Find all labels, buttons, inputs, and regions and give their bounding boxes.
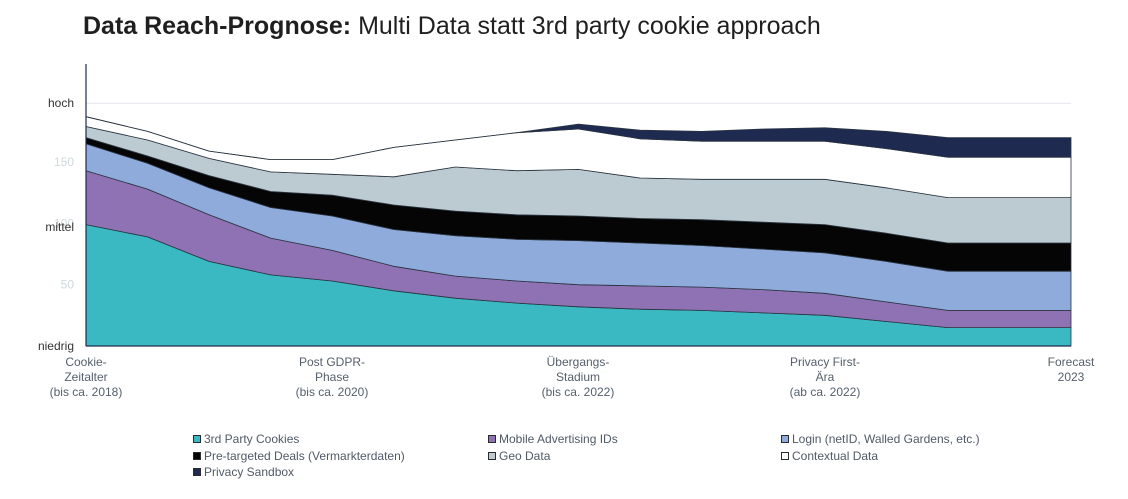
legend-label: 3rd Party Cookies	[204, 432, 300, 446]
x-tick-label: Post GDPR-Phase (bis ca. 2020)	[296, 355, 369, 399]
chart-title-bold: Data Reach-Prognose:	[83, 12, 352, 40]
x-tick-label: Übergangs-Stadium (bis ca. 2022)	[542, 355, 615, 399]
legend-item: Login (netID, Walled Gardens, etc.)	[781, 432, 980, 446]
y-tick-label: 150	[54, 155, 74, 169]
legend-label: Contextual Data	[792, 448, 879, 463]
y-axis-label: mittel	[45, 220, 74, 234]
stacked-area-chart: 50 100 150 niedrig mittel hoch Cookie-Zeitalte…	[38, 64, 1095, 399]
y-axis-label: hoch	[48, 96, 74, 110]
legend-swatch	[193, 451, 201, 460]
legend-item: Pre-targeted Deals (Vermarkterdaten)	[193, 449, 405, 463]
y-axis-label: niedrig	[38, 339, 74, 353]
legend-label: Mobile Advertising IDs	[499, 432, 618, 446]
legend-swatch	[193, 435, 201, 443]
legend-label: Pre-targeted Deals (Vermarkterdaten)	[204, 448, 405, 463]
y-tick-label: 50	[61, 278, 75, 292]
y-tick-label: 100	[54, 216, 74, 230]
legend-swatch	[488, 451, 496, 460]
chart-title: Data Reach-Prognose: Multi Data statt 3r…	[83, 12, 821, 41]
legend-label: Privacy Sandbox	[204, 465, 295, 479]
legend-swatch	[781, 435, 789, 443]
x-tick-label: Privacy First-Ära (ab ca. 2022)	[790, 355, 861, 399]
legend-swatch	[193, 468, 201, 476]
x-tick-label: Cookie-Zeitalter (bis ca. 2018)	[50, 355, 123, 399]
legend-label: Geo Data	[499, 448, 551, 463]
x-tick-label: Forecast 2023	[1048, 355, 1095, 384]
legend-item: Mobile Advertising IDs	[488, 432, 618, 446]
area-series-privacy-sandbox	[85, 116, 1072, 160]
legend-item: 3rd Party Cookies	[193, 432, 299, 446]
chart-title-rest: Multi Data statt 3rd party cookie approa…	[351, 12, 821, 40]
legend-label: Login (netID, Walled Gardens, etc.)	[792, 432, 980, 446]
legend-item: Contextual Data	[781, 449, 878, 463]
legend-item: Geo Data	[488, 449, 550, 463]
legend-swatch	[488, 435, 496, 443]
legend-swatch	[781, 451, 789, 460]
legend-item: Privacy Sandbox	[193, 465, 294, 479]
